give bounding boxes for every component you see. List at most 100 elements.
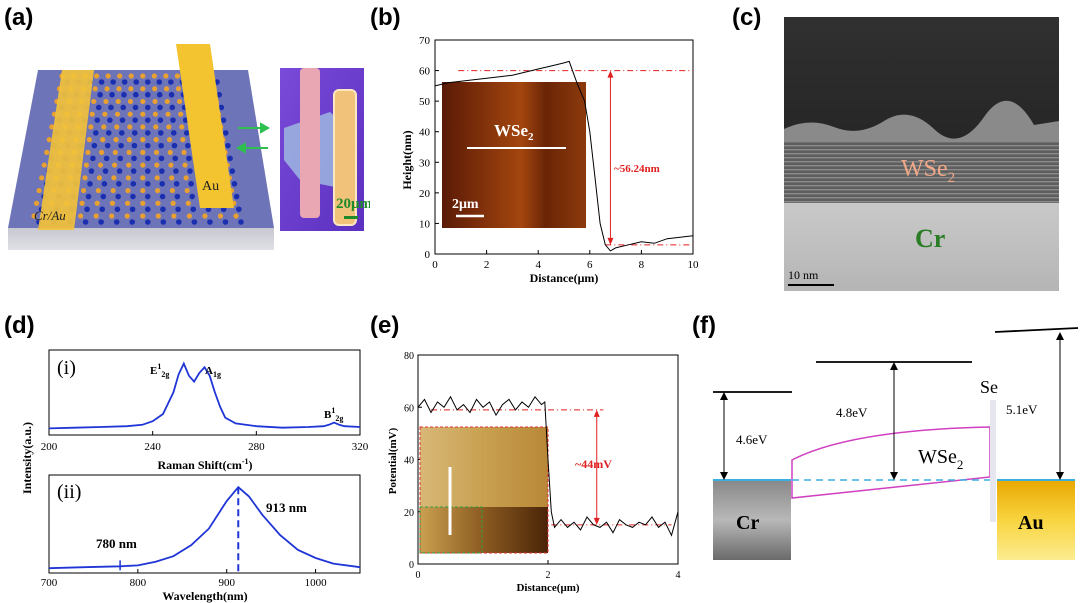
lattice-w-atom [189, 193, 196, 200]
lattice-w-atom [104, 142, 111, 149]
lattice-w-atom [121, 79, 128, 85]
raman-peak-a-label: A1g [205, 365, 221, 379]
lattice-se-atom [155, 200, 161, 206]
lattice-se-atom [46, 137, 52, 143]
lattice-w-atom [130, 181, 137, 187]
lattice-w-atom [168, 91, 175, 98]
lattice-se-atom [115, 98, 121, 105]
lattice-se-atom [140, 73, 146, 79]
lattice-w-atom [99, 206, 106, 213]
afm-y-tick-label: 10 [419, 218, 431, 230]
lattice-w-atom [220, 117, 227, 123]
lattice-se-atom [39, 175, 45, 181]
lattice-w-atom [90, 155, 96, 162]
lattice-w-atom [108, 104, 114, 111]
lattice-w-atom [94, 117, 101, 123]
lattice-w-atom [131, 155, 137, 162]
lattice-se-atom [80, 187, 87, 194]
tem-scale-label: 10 nm [788, 268, 819, 282]
lattice-w-atom [130, 193, 136, 200]
lattice-se-atom [184, 187, 190, 194]
panel-label-b: (b) [370, 4, 401, 31]
lattice-se-atom [127, 98, 134, 105]
lattice-w-atom [132, 104, 139, 111]
lattice-se-atom [140, 137, 146, 143]
lattice-w-atom [144, 91, 151, 98]
kpfm-y-label: Potential(mV) [387, 427, 399, 494]
lattice-w-atom [188, 181, 194, 187]
lattice-w-atom [117, 155, 124, 162]
lattice-w-atom [116, 168, 123, 174]
lattice-w-atom [218, 104, 225, 111]
lattice-w-atom [100, 193, 107, 200]
lattice-se-atom [183, 175, 189, 181]
lattice-w-atom [121, 91, 127, 98]
lattice-se-atom [95, 187, 101, 194]
micrograph-scale-label: 20μm [336, 196, 370, 212]
lattice-se-atom [185, 200, 191, 206]
lattice-se-atom [104, 86, 110, 92]
lattice-w-atom [156, 79, 163, 85]
cr-au-electrode-label: Cr/Au [34, 208, 66, 223]
lattice-w-atom [133, 79, 140, 85]
lattice-se-atom [109, 200, 116, 206]
afm-y-tick-label: 0 [425, 249, 431, 261]
lattice-se-atom [140, 213, 146, 219]
lattice-se-atom [186, 213, 192, 219]
lattice-w-atom [144, 155, 151, 162]
panel-label-e: (e) [370, 312, 400, 339]
lattice-w-atom [105, 130, 112, 136]
raman-x-tick-label: 200 [41, 441, 58, 453]
lattice-se-atom [94, 200, 100, 206]
lattice-se-atom [112, 149, 118, 155]
lattice-se-atom [140, 200, 146, 206]
lattice-se-atom [94, 73, 100, 79]
lattice-w-atom [207, 219, 213, 225]
lattice-se-atom [114, 111, 121, 117]
kpfm-inset-bottom [420, 507, 548, 553]
lattice-se-atom [93, 213, 99, 219]
lattice-se-atom [140, 124, 146, 130]
au-wf-label: 5.1eV [1006, 402, 1038, 417]
lattice-w-atom [170, 130, 177, 136]
micrograph-scale-bar [344, 216, 358, 219]
raman-peak-e-label: E12g [150, 362, 169, 379]
lattice-se-atom [92, 86, 98, 92]
lattice-se-atom [153, 124, 159, 130]
green-arrows-icon [235, 122, 271, 154]
se-label: Se [980, 377, 998, 397]
lattice-w-atom [159, 168, 165, 174]
lattice-se-atom [125, 175, 131, 181]
kpfm-potential-series [417, 395, 679, 537]
lattice-w-atom [159, 181, 166, 187]
wse2-wf-label: 4.8eV [836, 405, 868, 420]
lattice-se-atom [182, 162, 188, 168]
kpfm-x-tick-label: 4 [676, 570, 681, 581]
lattice-se-atom [128, 73, 134, 79]
lattice-w-atom [144, 104, 151, 111]
kpfm-annotations [431, 409, 672, 526]
lattice-se-atom [153, 137, 159, 143]
lattice-w-atom [144, 193, 151, 200]
tem-wse2-label: WSe2 [901, 156, 955, 186]
afm-x-tick-label: 10 [688, 259, 700, 271]
afm-x-tick-label: 0 [432, 259, 438, 271]
lattice-se-atom [166, 137, 173, 143]
lattice-w-atom [168, 79, 174, 85]
lattice-w-atom [114, 206, 121, 213]
kpfm-arrow-bottom [593, 517, 600, 525]
lattice-se-atom [105, 73, 111, 79]
lattice-se-atom [169, 187, 175, 194]
lattice-se-atom [88, 124, 94, 130]
lattice-w-atom [103, 155, 110, 162]
lattice-se-atom [140, 111, 146, 117]
panel-label-c: (c) [732, 4, 762, 31]
lattice-w-atom [82, 219, 89, 225]
lattice-se-atom [100, 137, 106, 143]
lattice-se-atom [152, 111, 158, 117]
lattice-w-atom [160, 219, 167, 225]
afm-arrow-bottom [607, 237, 614, 245]
cr-metal-block [713, 480, 791, 560]
afm-x-tick-label: 2 [484, 259, 490, 271]
lattice-se-atom [127, 111, 133, 117]
